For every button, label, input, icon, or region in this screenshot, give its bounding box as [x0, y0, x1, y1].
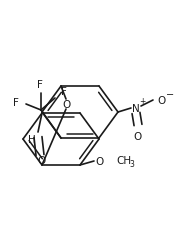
Text: F: F [13, 98, 19, 108]
Text: F: F [61, 87, 67, 97]
Text: O: O [63, 100, 71, 110]
Text: O: O [157, 96, 165, 106]
Text: N: N [132, 104, 140, 114]
Text: O: O [38, 156, 46, 166]
Text: O: O [134, 132, 142, 141]
Text: CH: CH [116, 156, 132, 165]
Text: +: + [139, 97, 145, 106]
Text: −: − [166, 90, 174, 100]
Text: 3: 3 [130, 160, 134, 169]
Text: O: O [96, 156, 104, 166]
Text: H: H [28, 134, 36, 144]
Text: F: F [37, 80, 43, 90]
